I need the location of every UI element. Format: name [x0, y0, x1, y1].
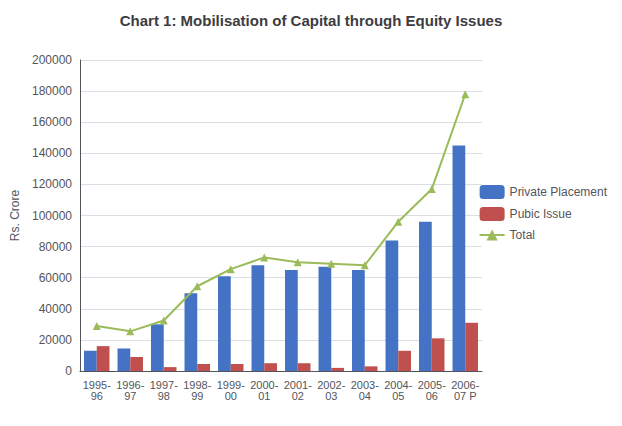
- svg-text:99: 99: [191, 390, 203, 402]
- svg-text:01: 01: [258, 390, 270, 402]
- svg-text:97: 97: [124, 390, 136, 402]
- svg-text:2004-: 2004-: [384, 378, 413, 391]
- svg-text:40000: 40000: [39, 302, 73, 316]
- svg-text:160000: 160000: [32, 115, 72, 129]
- svg-text:140000: 140000: [32, 146, 72, 160]
- svg-text:05: 05: [392, 390, 404, 402]
- svg-text:Chart 1: Mobilisation of Capit: Chart 1: Mobilisation of Capital through…: [120, 12, 503, 29]
- svg-text:1998-: 1998-: [183, 378, 212, 391]
- svg-text:07 P: 07 P: [454, 390, 477, 402]
- svg-text:96: 96: [91, 390, 103, 402]
- svg-text:2005-: 2005-: [417, 378, 446, 391]
- svg-text:03: 03: [325, 390, 337, 402]
- svg-text:20000: 20000: [39, 333, 73, 347]
- svg-text:2002-: 2002-: [317, 378, 346, 391]
- svg-text:2003-: 2003-: [350, 378, 379, 391]
- svg-text:120000: 120000: [32, 177, 72, 191]
- svg-text:04: 04: [359, 390, 371, 402]
- svg-text:0: 0: [65, 364, 72, 378]
- svg-text:180000: 180000: [32, 84, 72, 98]
- svg-text:200000: 200000: [32, 53, 72, 67]
- svg-text:2000-: 2000-: [250, 378, 279, 391]
- svg-text:Pubic Issue: Pubic Issue: [510, 207, 572, 221]
- svg-text:06: 06: [426, 390, 438, 402]
- svg-text:Rs. Crore: Rs. Crore: [8, 190, 22, 242]
- svg-text:2006-: 2006-: [451, 378, 480, 391]
- svg-text:Total: Total: [510, 228, 535, 242]
- svg-text:1996-: 1996-: [116, 378, 145, 391]
- svg-text:1999-: 1999-: [216, 378, 245, 391]
- svg-text:00: 00: [225, 390, 237, 402]
- svg-text:Private Placement: Private Placement: [510, 185, 608, 199]
- svg-text:1995-: 1995-: [82, 378, 111, 391]
- svg-text:02: 02: [292, 390, 304, 402]
- svg-text:98: 98: [158, 390, 170, 402]
- svg-text:60000: 60000: [39, 271, 73, 285]
- svg-text:1997-: 1997-: [149, 378, 178, 391]
- svg-text:80000: 80000: [39, 240, 73, 254]
- svg-text:2001-: 2001-: [283, 378, 312, 391]
- svg-text:100000: 100000: [32, 209, 72, 223]
